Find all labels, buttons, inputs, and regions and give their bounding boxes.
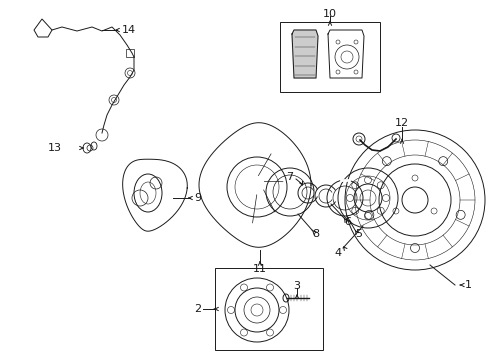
Text: 12: 12 xyxy=(394,118,408,128)
Bar xyxy=(215,268,323,350)
Text: 2: 2 xyxy=(193,304,201,314)
Text: 10: 10 xyxy=(323,9,336,19)
Text: 9: 9 xyxy=(194,193,201,203)
Text: 11: 11 xyxy=(252,264,266,274)
Text: 6: 6 xyxy=(344,217,351,227)
Polygon shape xyxy=(291,30,317,78)
Text: 14: 14 xyxy=(122,25,136,35)
Bar xyxy=(126,49,134,57)
Text: 5: 5 xyxy=(355,229,362,239)
Text: 8: 8 xyxy=(312,229,319,239)
Text: 7: 7 xyxy=(286,172,293,182)
Text: 3: 3 xyxy=(293,281,300,291)
Text: 1: 1 xyxy=(464,280,471,290)
Bar xyxy=(280,22,379,92)
Text: 13: 13 xyxy=(48,143,62,153)
Text: 4: 4 xyxy=(334,248,341,258)
